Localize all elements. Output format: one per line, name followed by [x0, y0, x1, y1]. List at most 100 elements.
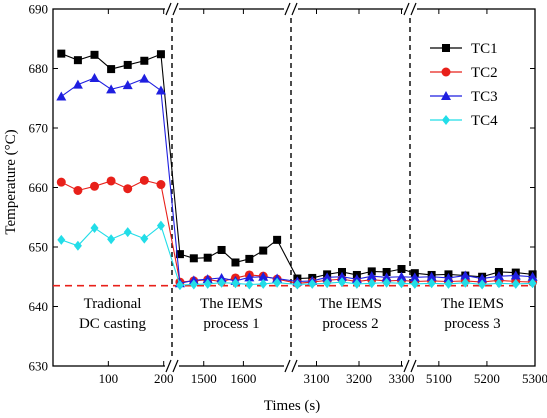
legend-swatch-marker: [442, 44, 450, 52]
text-layer: Temperature (°C) Times (s) 630 640 650 660 6…: [3, 2, 547, 415]
data-point-tc3: [106, 84, 117, 94]
segment-annotation-2: process 1: [203, 316, 259, 332]
data-point-tc3: [493, 271, 504, 281]
segment-annotation-4: The IEMS: [441, 296, 504, 312]
series-tc4: [57, 220, 537, 291]
legend-swatch-marker: [441, 91, 451, 100]
data-point-tc2: [156, 180, 166, 190]
x-tick-label: 100: [99, 371, 119, 386]
data-point-tc3: [89, 73, 100, 83]
series-line-tc1: [61, 53, 533, 280]
data-point-tc1: [140, 56, 149, 65]
segment-annotation-4: process 3: [444, 316, 500, 332]
data-point-tc3: [366, 271, 377, 281]
data-point-tc2: [106, 176, 116, 186]
data-point-tc3: [155, 85, 166, 95]
x-tick-label: 1600: [230, 371, 256, 386]
data-point-tc4: [511, 278, 520, 289]
data-point-tc4: [203, 278, 212, 289]
axis-break-slash: [291, 2, 298, 16]
legend-swatch-marker: [442, 115, 450, 125]
data-point-tc1: [217, 245, 226, 254]
legend-label: TC1: [471, 41, 498, 57]
data-point-tc4: [259, 278, 268, 289]
series-tc3: [56, 73, 538, 288]
axis-break-gap: [165, 359, 179, 373]
data-point-tc3: [510, 270, 521, 280]
x-tick-label: 3300: [389, 371, 415, 386]
data-point-tc3: [72, 79, 83, 89]
data-point-tc3: [409, 272, 420, 282]
data-point-tc4: [175, 280, 184, 291]
axis-break-gap: [284, 2, 298, 16]
data-point-tc4: [90, 222, 99, 233]
x-tick-label: 5300: [522, 371, 547, 386]
data-point-tc3: [396, 271, 407, 281]
y-tick-label: 690: [29, 2, 49, 17]
data-point-tc2: [139, 175, 149, 185]
axis-break-gap: [403, 359, 417, 373]
data-point-tc2: [90, 181, 100, 191]
data-point-tc1: [397, 265, 406, 274]
data-point-tc4: [338, 277, 346, 288]
data-point-tc3: [337, 271, 347, 281]
axis-break-gap: [165, 2, 179, 16]
data-point-tc3: [426, 271, 437, 281]
data-point-tc1: [73, 56, 82, 65]
data-point-tc4: [73, 240, 82, 251]
data-point-tc3: [56, 91, 67, 101]
legend-label: TC3: [471, 89, 498, 105]
x-tick-label: 200: [154, 371, 174, 386]
data-point-tc4: [123, 227, 132, 238]
data-point-tc2: [56, 177, 66, 187]
data-point-tc4: [367, 278, 376, 289]
data-point-tc2: [73, 185, 83, 195]
data-point-tc1: [245, 254, 254, 263]
x-tick-label: 5200: [474, 371, 500, 386]
data-point-tc4: [461, 277, 470, 288]
data-point-tc4: [107, 234, 116, 245]
legend-label: TC4: [471, 113, 498, 129]
legend-label: TC2: [471, 65, 498, 81]
data-point-tc4: [57, 234, 66, 245]
y-tick-label: 630: [29, 359, 49, 374]
data-point-tc4: [189, 279, 198, 290]
segment-annotation-1: Tradional: [84, 296, 142, 312]
data-point-tc1: [273, 235, 282, 244]
legend-item-tc2: TC2: [430, 65, 498, 81]
x-tick-label: 3200: [346, 371, 372, 386]
axis-break-slash: [284, 2, 291, 16]
data-point-tc3: [202, 274, 213, 284]
series-line-tc3: [60, 77, 533, 284]
data-point-tc3: [460, 270, 471, 280]
data-point-tc4: [427, 278, 436, 289]
data-point-tc2: [123, 184, 133, 194]
data-point-tc4: [273, 277, 282, 288]
data-point-tc3: [216, 272, 227, 282]
y-tick-label: 670: [29, 121, 49, 136]
data-point-tc4: [444, 278, 453, 289]
data-point-tc3: [122, 80, 133, 90]
axis-break-slash: [284, 359, 291, 373]
axis-break-slash: [410, 359, 417, 373]
data-point-tc1: [123, 60, 132, 69]
data-point-tc4: [410, 278, 419, 289]
legend-item-tc1: TC1: [430, 41, 498, 57]
data-point-tc1: [382, 267, 391, 276]
data-point-tc4: [352, 278, 361, 289]
data-point-tc3: [443, 272, 454, 282]
x-tick-label: 5100: [426, 371, 452, 386]
data-point-tc1: [156, 50, 165, 59]
data-point-tc3: [322, 272, 333, 282]
axis-break-slash: [172, 2, 179, 16]
axis-break-gap: [284, 359, 298, 373]
axis-break-slash: [403, 359, 410, 373]
segment-annotation-1: DC casting: [79, 316, 147, 332]
legend-swatch-marker: [441, 67, 451, 77]
data-point-tc4: [231, 278, 240, 289]
data-point-tc3: [258, 271, 269, 281]
data-point-tc1: [107, 65, 116, 74]
data-point-tc1: [189, 254, 198, 263]
data-point-tc4: [323, 278, 332, 289]
